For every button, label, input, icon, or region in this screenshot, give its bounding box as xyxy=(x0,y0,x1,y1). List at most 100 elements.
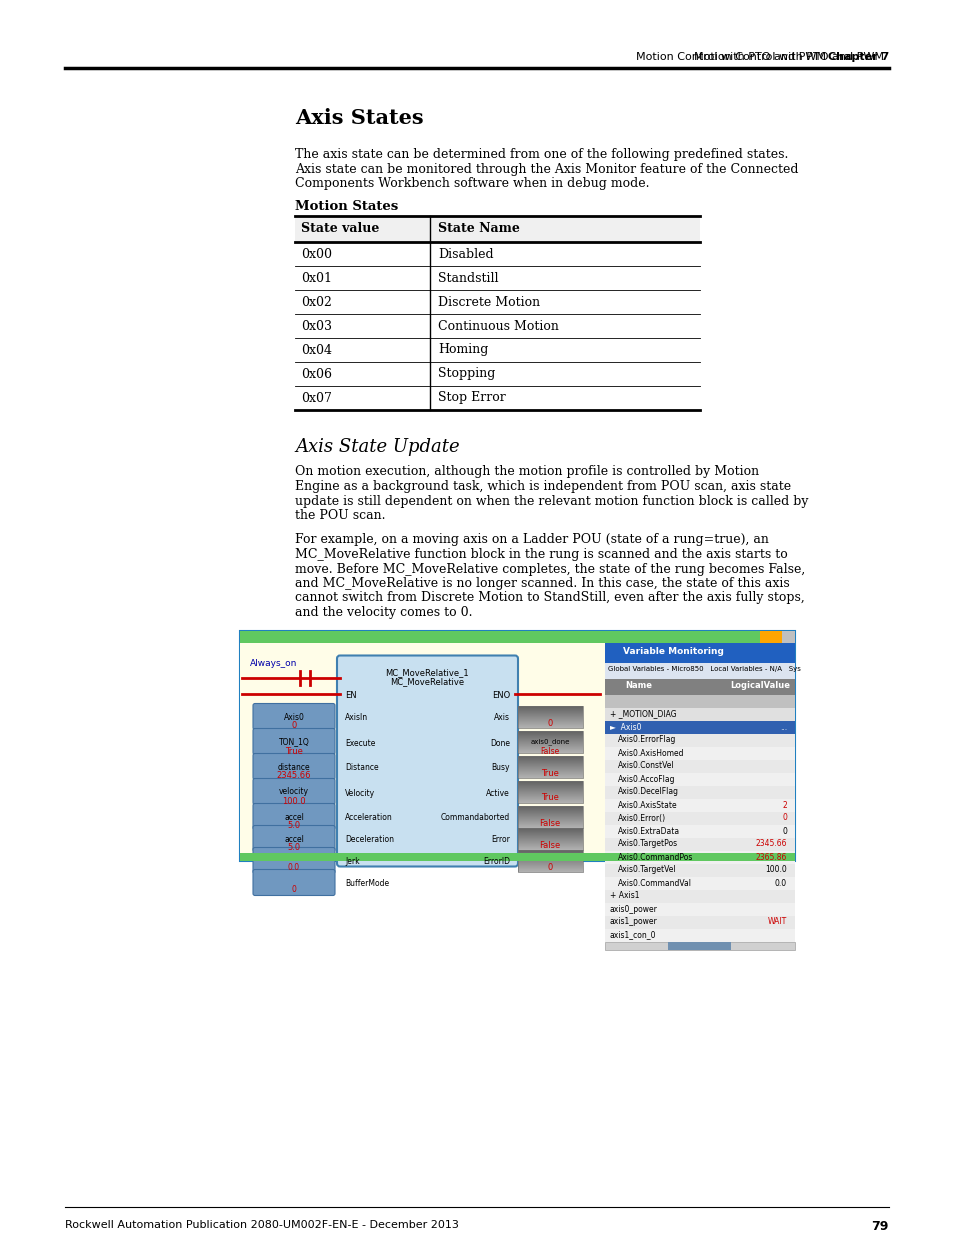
Text: Axis0: Axis0 xyxy=(283,713,304,721)
Text: Velocity: Velocity xyxy=(345,788,375,798)
Text: Components Workbench software when in debug mode.: Components Workbench software when in de… xyxy=(294,177,649,190)
Text: Axis0.DecelFlag: Axis0.DecelFlag xyxy=(618,788,679,797)
Bar xyxy=(604,734,794,746)
Text: Continuous Motion: Continuous Motion xyxy=(437,320,558,332)
Bar xyxy=(604,708,794,720)
Bar xyxy=(604,889,794,903)
Bar xyxy=(517,756,582,778)
Text: Axis States: Axis States xyxy=(294,107,423,128)
Bar xyxy=(604,877,794,889)
Text: 0: 0 xyxy=(781,826,786,836)
Text: Axis0.ExtraData: Axis0.ExtraData xyxy=(618,826,679,836)
Text: WAIT: WAIT xyxy=(767,918,786,926)
Bar xyxy=(517,850,582,872)
FancyBboxPatch shape xyxy=(253,729,335,755)
Text: the POU scan.: the POU scan. xyxy=(294,509,385,522)
Text: axis1_power: axis1_power xyxy=(609,918,657,926)
Text: 0: 0 xyxy=(291,721,296,730)
Bar xyxy=(604,903,794,915)
Bar xyxy=(604,642,794,662)
Text: axis0_done: axis0_done xyxy=(530,739,569,745)
Text: Axis0.CommandPos: Axis0.CommandPos xyxy=(618,852,693,862)
Text: Axis0.CommandVal: Axis0.CommandVal xyxy=(618,878,691,888)
Text: 0: 0 xyxy=(547,719,552,727)
Text: Error: Error xyxy=(491,836,510,845)
Bar xyxy=(604,929,794,941)
Text: distance: distance xyxy=(277,762,310,772)
Text: Stop Error: Stop Error xyxy=(437,391,505,405)
Text: False: False xyxy=(539,747,559,757)
Bar xyxy=(240,631,794,861)
Text: and the velocity comes to 0.: and the velocity comes to 0. xyxy=(294,606,472,619)
Text: 0x06: 0x06 xyxy=(301,368,332,380)
Text: axis1_con_0: axis1_con_0 xyxy=(609,930,656,940)
Text: 0.0: 0.0 xyxy=(288,862,300,872)
Text: 2345.66: 2345.66 xyxy=(276,772,311,781)
Bar xyxy=(604,694,794,708)
Text: Standstill: Standstill xyxy=(437,272,498,284)
Text: Homing: Homing xyxy=(437,343,488,357)
Text: update is still dependent on when the relevant motion function block is called b: update is still dependent on when the re… xyxy=(294,494,807,508)
FancyBboxPatch shape xyxy=(253,753,335,779)
Text: Axis0.AxisHomed: Axis0.AxisHomed xyxy=(618,748,684,757)
Text: axis0_power: axis0_power xyxy=(609,904,658,914)
Bar xyxy=(517,805,582,827)
Text: For example, on a moving axis on a Ladder POU (state of a rung=true), an: For example, on a moving axis on a Ladde… xyxy=(294,534,768,547)
Text: Done: Done xyxy=(490,739,510,747)
Bar xyxy=(517,781,582,803)
Bar xyxy=(604,941,794,950)
Text: cannot switch from Discrete Motion to StandStill, even after the axis fully stop: cannot switch from Discrete Motion to St… xyxy=(294,592,804,604)
Text: and MC_MoveRelative is no longer scanned. In this case, the state of this axis: and MC_MoveRelative is no longer scanned… xyxy=(294,577,789,590)
Text: accel: accel xyxy=(284,835,304,844)
Text: move. Before MC_MoveRelative completes, the state of the rung becomes False,: move. Before MC_MoveRelative completes, … xyxy=(294,562,804,576)
Bar xyxy=(517,705,582,727)
Text: Always_on: Always_on xyxy=(250,658,297,667)
Text: 100.0: 100.0 xyxy=(764,866,786,874)
Text: Active: Active xyxy=(486,788,510,798)
Bar xyxy=(240,642,604,861)
Text: ►  Axis0: ► Axis0 xyxy=(609,722,640,731)
Text: TON_1Q: TON_1Q xyxy=(278,737,309,746)
Bar xyxy=(604,760,794,773)
Text: Global Variables - Micro850   Local Variables - N/A   Sys: Global Variables - Micro850 Local Variab… xyxy=(607,666,800,672)
Text: 5.0: 5.0 xyxy=(287,821,300,830)
Bar xyxy=(604,678,794,694)
Text: Axis0.AccoFlag: Axis0.AccoFlag xyxy=(618,774,675,783)
Text: Axis State Update: Axis State Update xyxy=(294,437,459,456)
Text: Motion Control with PTO and PWM: Motion Control with PTO and PWM xyxy=(694,52,887,62)
Text: State Name: State Name xyxy=(437,221,519,235)
Bar xyxy=(604,825,794,837)
Text: 2: 2 xyxy=(781,800,786,809)
Bar xyxy=(604,863,794,877)
Text: 0x07: 0x07 xyxy=(301,391,332,405)
Bar xyxy=(604,720,794,734)
Text: 0.0: 0.0 xyxy=(774,878,786,888)
Text: 0: 0 xyxy=(781,814,786,823)
Text: Name: Name xyxy=(624,682,651,690)
FancyBboxPatch shape xyxy=(253,825,335,851)
Text: ENO: ENO xyxy=(491,692,510,700)
Text: False: False xyxy=(538,819,560,827)
Bar xyxy=(517,827,582,850)
Text: + _MOTION_DIAG: + _MOTION_DIAG xyxy=(609,709,676,719)
Text: Motion States: Motion States xyxy=(294,200,397,212)
Text: LogicalValue: LogicalValue xyxy=(729,682,789,690)
Text: False: False xyxy=(538,841,560,850)
Text: velocity: velocity xyxy=(278,788,309,797)
Text: 0x02: 0x02 xyxy=(301,295,332,309)
Text: Stopping: Stopping xyxy=(437,368,495,380)
Text: True: True xyxy=(540,768,558,778)
Bar xyxy=(604,662,794,678)
Text: Execute: Execute xyxy=(345,739,375,747)
Text: 0x04: 0x04 xyxy=(301,343,332,357)
Text: + Axis1: + Axis1 xyxy=(609,892,639,900)
FancyBboxPatch shape xyxy=(253,804,335,830)
Text: Distance: Distance xyxy=(345,763,378,773)
Text: Axis: Axis xyxy=(494,714,510,722)
Text: 0x03: 0x03 xyxy=(301,320,332,332)
Text: Acceleration: Acceleration xyxy=(345,814,393,823)
Text: 2345.66: 2345.66 xyxy=(755,840,786,848)
Bar xyxy=(604,799,794,811)
Text: BufferMode: BufferMode xyxy=(345,879,389,888)
Bar xyxy=(604,746,794,760)
